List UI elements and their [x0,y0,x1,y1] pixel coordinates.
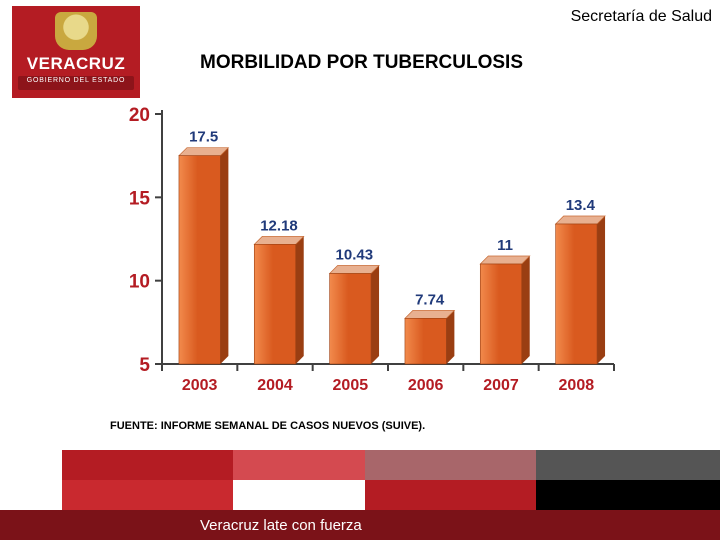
header: VERACRUZ GOBIERNO DEL ESTADO Secretaría … [0,0,720,98]
svg-text:7.74: 7.74 [415,291,445,308]
footer-seg [365,450,536,480]
svg-text:10.43: 10.43 [336,247,374,264]
footer-seg [365,480,536,510]
footer-slogan: Veracruz late con fuerza [200,517,362,534]
svg-text:15: 15 [129,188,151,209]
veracruz-logo: VERACRUZ GOBIERNO DEL ESTADO [12,6,140,98]
footer-seg [62,480,233,510]
svg-text:17.5: 17.5 [189,129,218,146]
logo-sub-text: GOBIERNO DEL ESTADO [12,77,140,84]
footer-band-1 [62,450,720,480]
footer: Veracruz late con fuerza [0,450,720,540]
svg-text:12.18: 12.18 [260,217,298,234]
chart-title: MORBILIDAD POR TUBERCULOSIS [200,52,523,74]
footer-seg [536,450,720,480]
svg-text:10: 10 [129,272,150,293]
morbilidad-chart: 5 10 15 20 17.5 2003 12.18 2004 10.43 2005 7.74 200… [110,106,630,406]
chart-svg: 5 10 15 20 17.5 2003 12.18 2004 10.43 2005 7.74 200… [110,106,630,406]
svg-text:2004: 2004 [257,377,293,394]
slide-page: VERACRUZ GOBIERNO DEL ESTADO Secretaría … [0,0,720,540]
svg-text:2005: 2005 [333,377,369,394]
crest-icon [55,12,97,50]
footer-seg [62,450,233,480]
svg-text:2003: 2003 [182,377,218,394]
svg-text:2007: 2007 [483,377,519,394]
source-note: FUENTE: INFORME SEMANAL DE CASOS NUEVOS … [110,420,425,432]
secretaria-label: Secretaría de Salud [571,8,712,26]
footer-seg [536,480,720,510]
svg-text:20: 20 [129,106,150,126]
svg-text:2006: 2006 [408,377,444,394]
footer-seg [233,450,365,480]
svg-text:5: 5 [139,355,150,376]
svg-text:13.4: 13.4 [566,197,596,214]
footer-seg [233,480,365,510]
logo-main-text: VERACRUZ [12,54,140,74]
footer-band-2 [62,480,720,510]
svg-text:2008: 2008 [559,377,595,394]
svg-text:11: 11 [497,237,513,254]
